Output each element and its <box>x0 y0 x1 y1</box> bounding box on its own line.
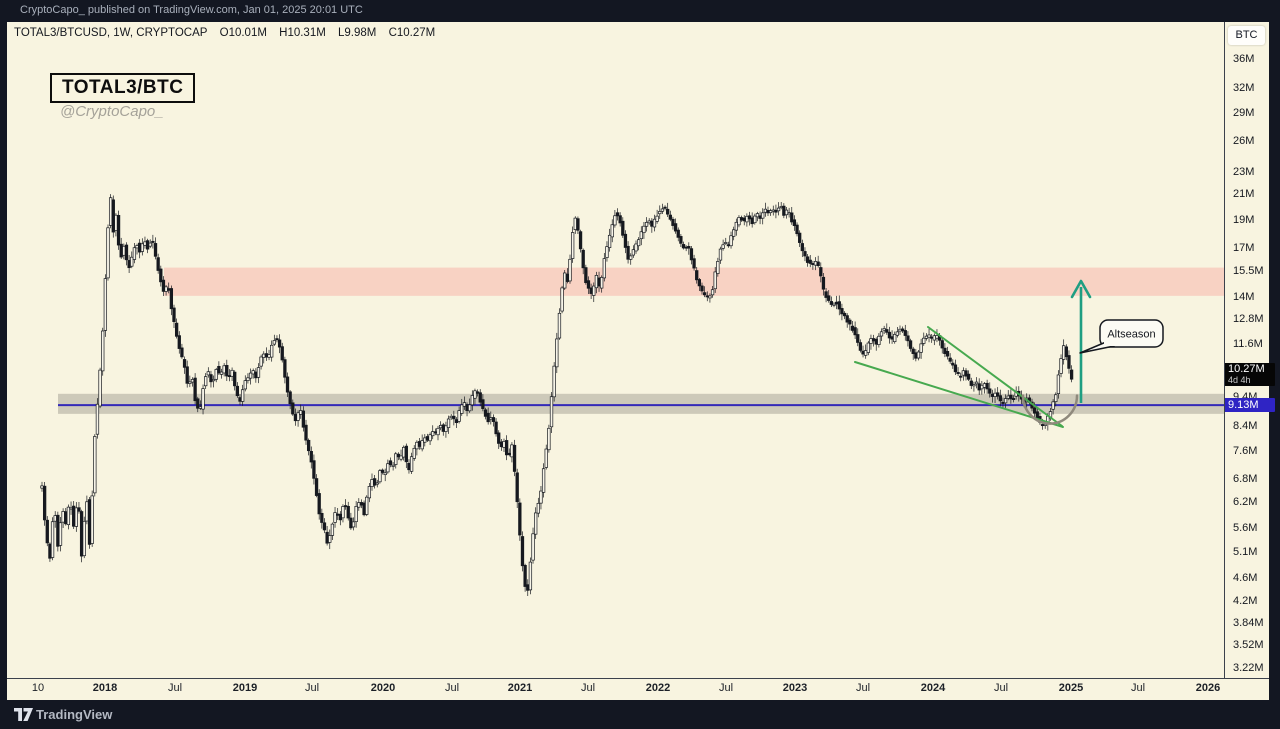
price-tick-label: 3.22M <box>1233 661 1264 674</box>
price-tick-label: 29M <box>1233 107 1255 120</box>
time-tick-label: Jul <box>1130 682 1146 694</box>
price-tick-label: 6.2M <box>1233 496 1258 509</box>
price-tick-label: 19M <box>1233 213 1255 226</box>
price-tick-label: 4.6M <box>1233 571 1258 584</box>
time-tick-label: 2023 <box>782 682 808 694</box>
attribution-text: CryptoCapo_ published on TradingView.com… <box>20 4 363 16</box>
price-tick-label: 8.4M <box>1233 419 1258 432</box>
ohlc-open: O10.01M <box>219 27 267 39</box>
price-tick-label: 36M <box>1233 52 1255 65</box>
price-tick-label: 21M <box>1233 188 1255 201</box>
ohlc-close: C10.27M <box>388 27 436 39</box>
price-axis-border <box>1224 22 1225 678</box>
time-tick-label: 2025 <box>1058 682 1084 694</box>
price-tick-label: 15.5M <box>1233 265 1264 278</box>
level-badge: 9.13M <box>1224 398 1275 413</box>
time-tick-label: 2019 <box>232 682 258 694</box>
author-watermark: @CryptoCapo_ <box>60 103 164 120</box>
time-tick-label: Jul <box>855 682 871 694</box>
time-axis[interactable]: 10 2018 Jul 2019 Jul 2020 Jul 2021 Jul 2022 Jul 202… <box>7 679 1224 700</box>
tradingview-logo-icon[interactable] <box>14 708 33 722</box>
time-tick-label: 10 <box>31 682 45 694</box>
chart-panel[interactable] <box>7 22 1269 700</box>
ohlc-legend[interactable]: TOTAL3/BTCUSD, 1W, CRYPTOCAP O10.01M H10… <box>14 27 444 39</box>
time-tick-label: Jul <box>444 682 460 694</box>
time-axis-border <box>7 678 1269 679</box>
price-tick-label: 5.6M <box>1233 521 1258 534</box>
price-tick-label: 3.52M <box>1233 639 1264 652</box>
tradingview-brand[interactable]: TradingView <box>36 707 113 722</box>
price-tick-label: 6.8M <box>1233 472 1258 485</box>
last-price-badge: 10.27M 4d 4h <box>1224 363 1275 387</box>
footer-bar: TradingView <box>0 700 1280 729</box>
price-axis[interactable]: BTC 10.27M 4d 4h 9.13M 36M 32M 29M 26M 23M 21… <box>1224 22 1275 678</box>
time-tick-label: 2020 <box>370 682 396 694</box>
time-tick-label: 2021 <box>507 682 533 694</box>
time-tick-label: 2024 <box>920 682 946 694</box>
price-tick-label: 26M <box>1233 134 1255 147</box>
price-tick-label: 17M <box>1233 241 1255 254</box>
time-tick-label: Jul <box>993 682 1009 694</box>
unit-toggle-button[interactable]: BTC <box>1228 26 1265 45</box>
symbol-description[interactable]: TOTAL3/BTCUSD, 1W, CRYPTOCAP <box>14 27 208 39</box>
price-tick-label: 4.2M <box>1233 594 1258 607</box>
time-tick-label: Jul <box>304 682 320 694</box>
attribution-bar: CryptoCapo_ published on TradingView.com… <box>0 0 1280 22</box>
price-tick-label: 5.1M <box>1233 545 1258 558</box>
time-tick-label: Jul <box>718 682 734 694</box>
price-tick-label: 32M <box>1233 82 1255 95</box>
price-tick-label: 23M <box>1233 165 1255 178</box>
time-tick-label: 2026 <box>1195 682 1221 694</box>
price-tick-label: 11.6M <box>1233 338 1263 351</box>
ohlc-high: H10.31M <box>279 27 326 39</box>
last-price-value: 10.27M <box>1228 363 1265 376</box>
time-tick-label: 2022 <box>645 682 671 694</box>
ohlc-low: L9.98M <box>338 27 377 39</box>
price-tick-label: 12.8M <box>1233 313 1264 326</box>
price-tick-label: 3.84M <box>1233 617 1264 630</box>
chart-title-box: TOTAL3/BTC <box>50 73 196 103</box>
time-tick-label: Jul <box>580 682 596 694</box>
bar-countdown: 4d 4h <box>1228 375 1251 386</box>
price-tick-label: 14M <box>1233 290 1255 303</box>
time-tick-label: Jul <box>167 682 183 694</box>
time-tick-label: 2018 <box>92 682 118 694</box>
price-tick-label: 7.6M <box>1233 444 1258 457</box>
